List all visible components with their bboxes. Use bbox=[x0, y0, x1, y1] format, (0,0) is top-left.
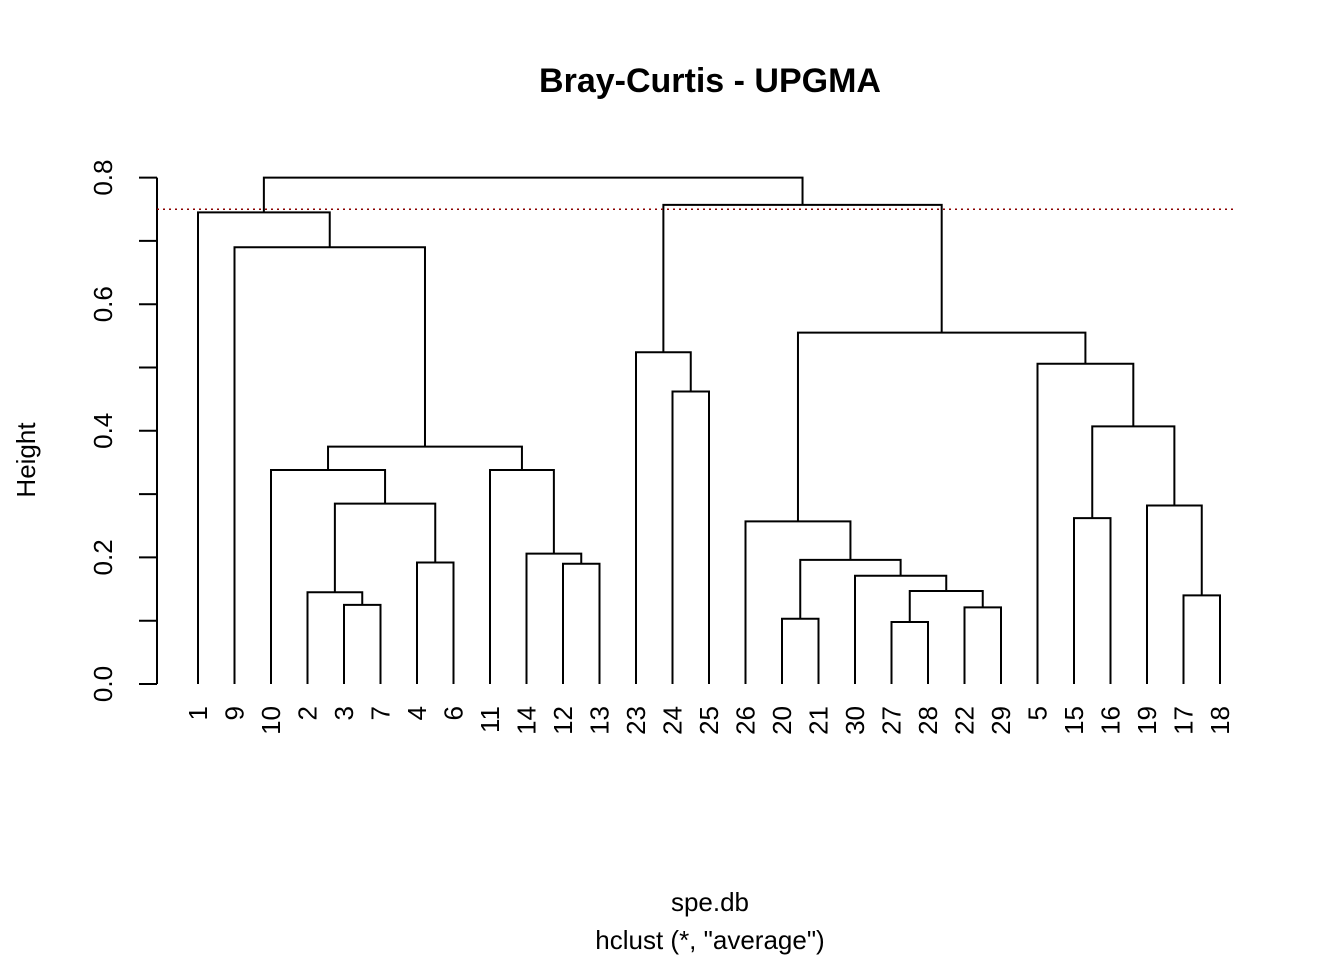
merge-branch bbox=[416, 561, 455, 684]
merge-branch bbox=[1036, 362, 1135, 684]
merge-branch bbox=[306, 591, 364, 684]
merge-branch bbox=[744, 520, 852, 684]
merge-branch bbox=[233, 246, 426, 684]
merge-branch bbox=[489, 469, 555, 684]
leaf-labels: 1 9 10 2 3 7 4 6 11 14 12 13 23 24 25 26 20 21 30 27 28 22 29 5… bbox=[183, 706, 1235, 735]
leaf-label: 1 bbox=[183, 706, 213, 720]
merge-branch bbox=[343, 603, 382, 684]
merge-branch bbox=[662, 203, 943, 353]
leaf-label: 25 bbox=[694, 706, 724, 735]
merge-branch bbox=[262, 176, 804, 213]
chart-title: Bray-Curtis - UPGMA bbox=[539, 62, 881, 100]
merge-branch bbox=[197, 211, 331, 684]
leaf-label: 17 bbox=[1169, 706, 1199, 735]
leaf-label: 6 bbox=[439, 706, 469, 720]
leaf-label: 23 bbox=[621, 706, 651, 735]
merge-branch bbox=[327, 445, 523, 471]
merge-branch bbox=[635, 351, 692, 684]
merge-branch bbox=[963, 606, 1002, 684]
merge-branch bbox=[799, 558, 902, 619]
leaf-label: 4 bbox=[402, 706, 432, 720]
merge-branch bbox=[333, 502, 437, 593]
y-axis-label: Height bbox=[11, 422, 41, 498]
leaf-label: 3 bbox=[329, 706, 359, 720]
dendrogram-branches bbox=[197, 176, 1221, 684]
leaf-label: 2 bbox=[293, 706, 323, 720]
leaf-label: 29 bbox=[986, 706, 1016, 735]
leaf-label: 22 bbox=[950, 706, 980, 735]
leaf-label: 18 bbox=[1205, 706, 1235, 735]
leaf-label: 5 bbox=[1023, 706, 1053, 720]
leaf-label: 15 bbox=[1059, 706, 1089, 735]
merge-branch bbox=[671, 390, 710, 684]
merge-branch bbox=[854, 574, 948, 684]
merge-branch bbox=[781, 617, 820, 684]
y-tick-label: 0.2 bbox=[88, 539, 118, 575]
y-tick-label: 0.0 bbox=[88, 666, 118, 702]
method-subtitle: hclust (*, "average") bbox=[595, 925, 824, 955]
leaf-label: 30 bbox=[840, 706, 870, 735]
y-tick-label: 0.4 bbox=[88, 413, 118, 449]
leaf-label: 28 bbox=[913, 706, 943, 735]
leaf-label: 14 bbox=[512, 706, 542, 735]
merge-branch bbox=[525, 552, 583, 684]
leaf-label: 26 bbox=[731, 706, 761, 735]
leaf-label: 7 bbox=[366, 706, 396, 720]
merge-branch bbox=[1182, 594, 1221, 684]
leaf-label: 24 bbox=[658, 706, 688, 735]
leaf-label: 19 bbox=[1132, 706, 1162, 735]
merge-branch bbox=[796, 331, 1087, 522]
leaf-label: 11 bbox=[475, 706, 505, 733]
leaf-label: 27 bbox=[877, 706, 907, 735]
merge-branch bbox=[562, 562, 601, 684]
y-axis: 0.0 0.2 0.4 0.6 0.8 bbox=[88, 160, 158, 702]
leaf-label: 12 bbox=[548, 706, 578, 735]
leaf-label: 10 bbox=[256, 706, 286, 735]
merge-branch bbox=[1091, 425, 1176, 519]
leaf-label: 9 bbox=[220, 706, 250, 720]
leaf-label: 16 bbox=[1096, 706, 1126, 735]
merge-branch bbox=[1073, 517, 1112, 684]
y-tick-label: 0.6 bbox=[88, 286, 118, 322]
merge-branch bbox=[890, 620, 929, 684]
leaf-label: 21 bbox=[804, 706, 834, 735]
merge-branch bbox=[270, 469, 387, 684]
y-tick-label: 0.8 bbox=[88, 160, 118, 196]
x-axis-label: spe.db bbox=[671, 887, 749, 917]
leaf-label: 20 bbox=[767, 706, 797, 735]
leaf-label: 13 bbox=[585, 706, 615, 735]
